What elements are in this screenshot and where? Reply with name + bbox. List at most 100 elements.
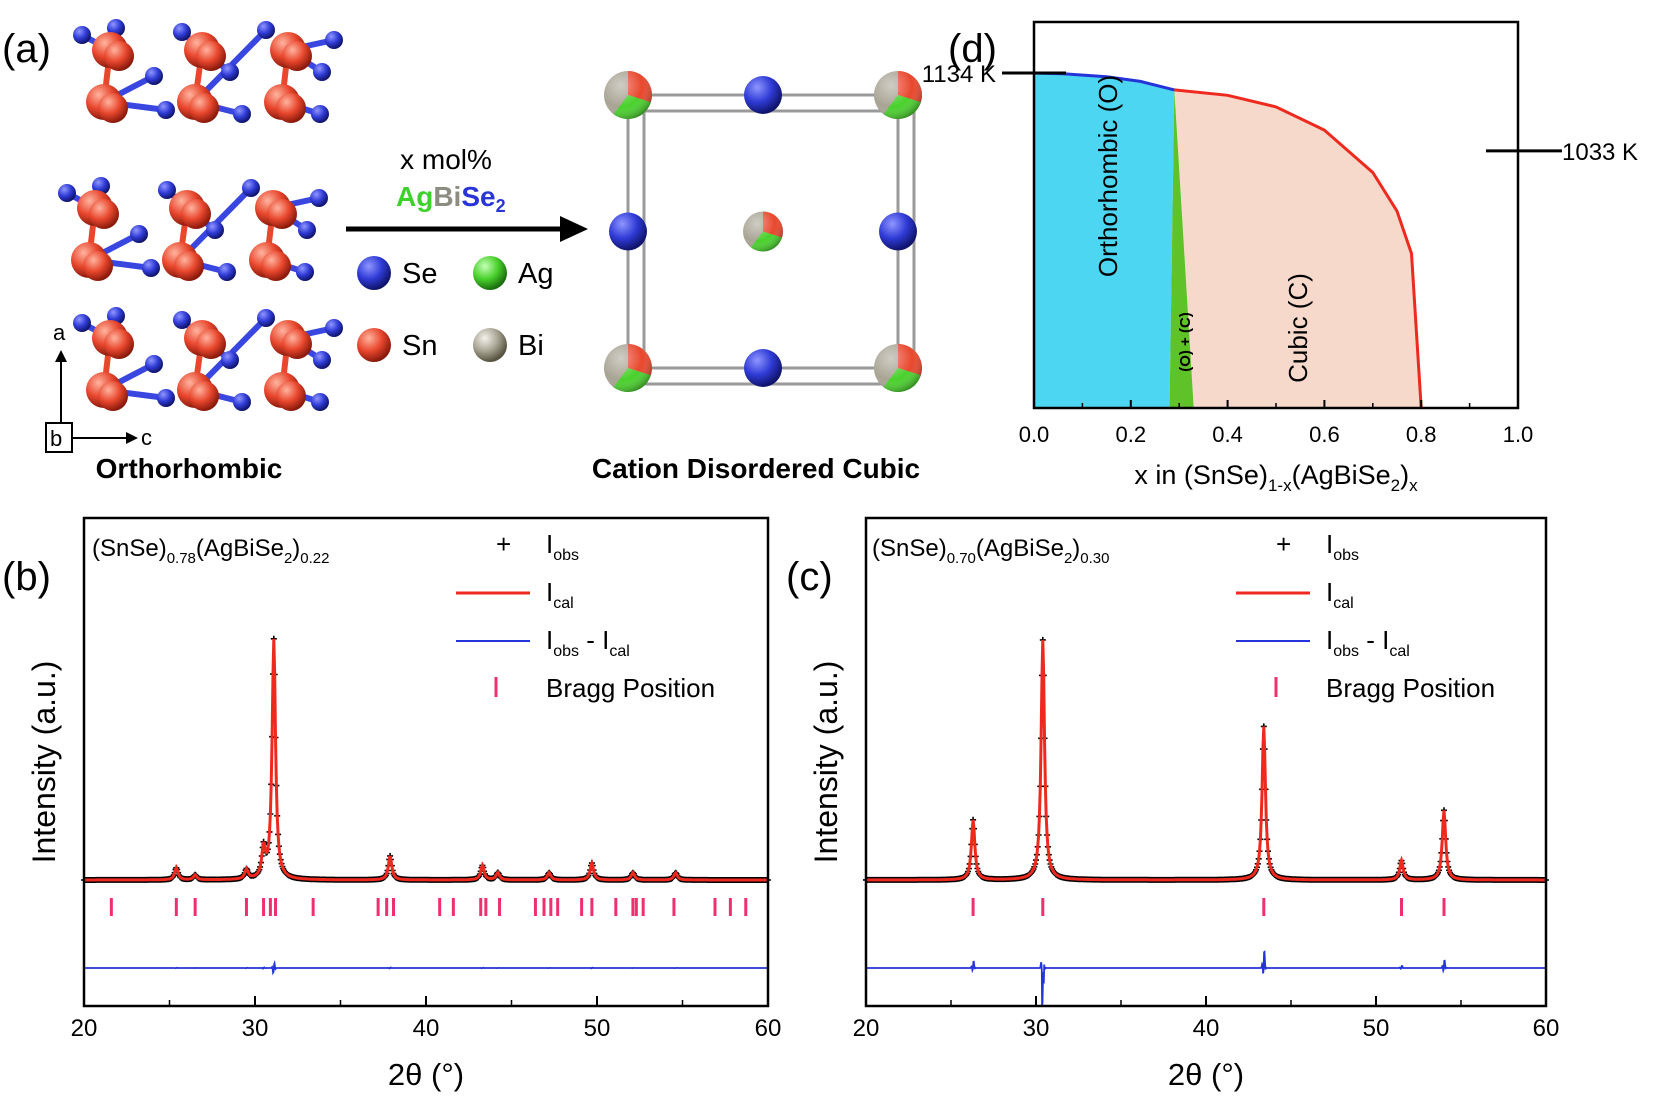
x-tick-label-d: 0.2 (1116, 422, 1147, 447)
legend-diff-sub1: obs (1333, 643, 1359, 660)
crystal-axes: a b c (45, 320, 152, 453)
panel-c-xrd: (c) 20 30 40 50 60 Intensity (a.u.) 2θ (°) (… (786, 516, 1560, 1092)
comp-c-b: (AgBiSe (976, 535, 1064, 562)
cation-site (874, 71, 922, 119)
formula-ag: Ag (396, 181, 433, 212)
legend-b: + Iobs Ical Iobs - Ical Bragg Position (456, 529, 715, 703)
comp-c-c: ) (1072, 535, 1080, 562)
legend-diff-sub2: cal (1389, 643, 1409, 660)
series-diff (84, 959, 768, 976)
legend-obs-sub: obs (553, 547, 579, 564)
cubic-caption: Cation Disordered Cubic (592, 453, 920, 484)
comp-c-a: (SnSe) (872, 535, 947, 562)
legend-swatch-sn (357, 328, 391, 362)
se-atom (313, 63, 331, 81)
legend-cal-label: Ical (1326, 577, 1354, 612)
series-diff (866, 950, 1546, 1007)
legend-diff-mid: - I (1359, 625, 1389, 655)
sn-atom (104, 329, 134, 359)
y-axis-label-b: Intensity (a.u.) (26, 661, 62, 864)
se-atom (609, 212, 647, 251)
legend-bragg-label: Bragg Position (546, 673, 715, 703)
cubic-boundary-line (1174, 88, 1423, 409)
xlabel-d-part1: x in (SnSe) (1134, 460, 1268, 490)
sn-atom (174, 251, 204, 281)
xlabel-d-sub2: 2 (1391, 476, 1400, 495)
x-tick-label: 50 (1363, 1015, 1390, 1042)
se-site (609, 212, 647, 251)
se-site (879, 212, 917, 251)
se-atom (313, 351, 331, 369)
sn-atom (181, 199, 211, 229)
se-atom (311, 393, 329, 411)
panel-d-label: (d) (948, 27, 997, 71)
orthorhombic-slab (73, 19, 343, 123)
x-tick-label: 50 (584, 1015, 611, 1042)
legend-obs-marker: + (1276, 529, 1291, 559)
legend-bragg-label: Bragg Position (1326, 673, 1495, 703)
comp-c-s2: 2 (1064, 550, 1072, 567)
axis-c-label: c (141, 425, 152, 450)
shade (743, 211, 783, 252)
se-atom (257, 21, 275, 39)
legend-obs-label: Iobs (546, 529, 579, 564)
marker-1033-label: 1033 K (1562, 139, 1638, 166)
legend-cal-sub: cal (553, 595, 573, 612)
se-atom (157, 101, 175, 119)
se-atom (157, 389, 175, 407)
se-atom (233, 393, 251, 411)
panel-d-phase-diagram: (d) 0.0 0.2 0.4 0.6 0.8 1.0 Orthorhombic (O) … (922, 20, 1638, 495)
arrow-label-formula: AgBiSe2 (396, 181, 506, 216)
se-atom (325, 319, 343, 337)
se-atom (257, 309, 275, 327)
shade (604, 344, 652, 392)
x-axis: 20 30 40 50 60 (71, 996, 781, 1042)
cation-site (604, 71, 652, 119)
formula-bi: Bi (433, 181, 461, 212)
y-axis-label-c: Intensity (a.u.) (808, 661, 844, 864)
bragg-positions (971, 898, 1446, 916)
x-tick-label: 30 (1023, 1015, 1050, 1042)
series-ical (866, 639, 1546, 882)
temperature-markers: 1134 K 1033 K (922, 61, 1638, 166)
legend-swatch-se (357, 256, 391, 290)
phase-regions (1034, 73, 1422, 409)
legend-obs-sub: obs (1333, 547, 1359, 564)
comp-b-a: (SnSe) (92, 535, 167, 562)
se-atom (73, 26, 91, 44)
comp-c-s3: 0.30 (1080, 550, 1109, 567)
legend-diff-label: Iobs - Ical (1326, 625, 1410, 660)
x-axis-d: 0.0 0.2 0.4 0.6 0.8 1.0 (1019, 400, 1533, 447)
legend-label-sn: Sn (402, 330, 437, 362)
x-tick-label: 40 (413, 1015, 440, 1042)
se-atom (233, 105, 251, 123)
legend-diff-sub1: obs (553, 643, 579, 660)
se-atom (242, 179, 260, 197)
composition-c: (SnSe)0.70(AgBiSe2)0.30 (872, 535, 1110, 567)
legend-diff-label: Iobs - Ical (546, 625, 630, 660)
orthorhombic-slab (73, 307, 343, 411)
se-atom (310, 189, 328, 207)
formula-se: Se (461, 181, 495, 212)
legend-cal-label: Ical (546, 577, 574, 612)
sn-atom (104, 41, 134, 71)
sn-atom (98, 381, 128, 411)
x-tick-label-d: 0.6 (1309, 422, 1340, 447)
legend-cal-sub: cal (1333, 595, 1353, 612)
panel-c-label: (c) (786, 555, 833, 599)
bragg-positions (109, 898, 748, 916)
legend-swatch-bi (473, 328, 507, 362)
x-axis-label-c: 2θ (°) (1168, 1057, 1244, 1092)
x-tick-label-d: 0.4 (1212, 422, 1243, 447)
arrow-label-mol: x mol% (400, 144, 492, 175)
x-tick-label: 60 (1533, 1015, 1560, 1042)
axis-b-label: b (50, 426, 62, 451)
axis-a-label: a (53, 320, 66, 345)
sn-atom (196, 329, 226, 359)
sn-atom (282, 329, 312, 359)
sn-atom (267, 199, 297, 229)
region-label-orthorhombic: Orthorhombic (O) (1093, 75, 1123, 277)
xlabel-d-sub3: x (1409, 476, 1418, 495)
orthorhombic-caption: Orthorhombic (96, 453, 283, 484)
sn-atom (261, 251, 291, 281)
